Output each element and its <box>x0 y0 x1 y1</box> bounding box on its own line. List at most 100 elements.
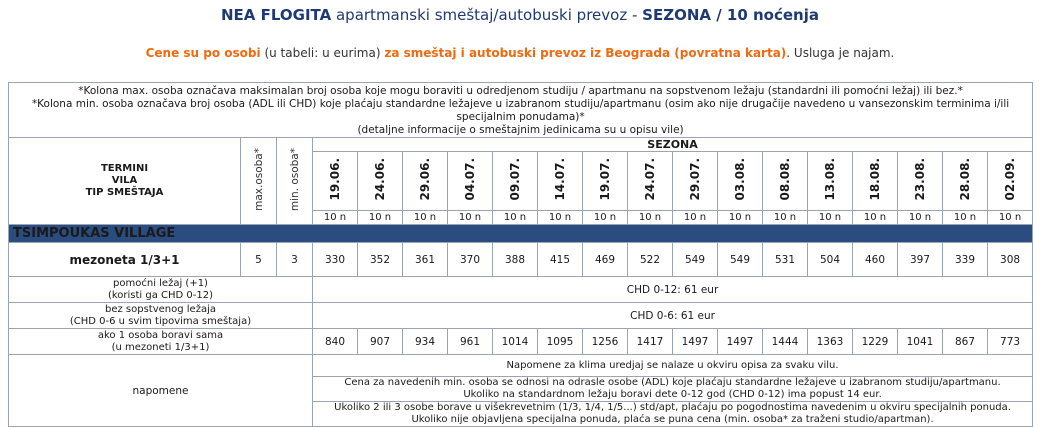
column-explanation-notes: *Kolona max. osoba označava maksimalan b… <box>7 82 1034 138</box>
date-cell: 04.07. <box>447 151 493 211</box>
single-price-cell: 1014 <box>492 328 538 355</box>
nights-cell: 10 n <box>672 210 718 225</box>
nights-cell: 10 n <box>852 210 898 225</box>
price-cell: 415 <box>537 242 583 277</box>
date-cell-label: 19.07. <box>598 158 612 201</box>
single-price-cell: 907 <box>357 328 403 355</box>
date-cell: 03.08. <box>717 151 763 211</box>
single-price-cell: 1417 <box>627 328 673 355</box>
price-cell: 308 <box>986 242 1034 277</box>
single-price-cell: 867 <box>942 328 988 355</box>
nights-cell: 10 n <box>942 210 988 225</box>
date-cell-label: 03.08. <box>733 158 747 201</box>
price-table: *Kolona max. osoba označava maksimalan b… <box>7 82 1034 427</box>
date-row: 19.06. 24.06. 29.06. 04.07. 09.07. 14.07. 19.0… <box>9 151 1034 211</box>
no-bed-row: bez sopstvenog ležaja (CHD 0-6 u svim ti… <box>8 302 1034 329</box>
single-price-cell: 1256 <box>582 328 628 355</box>
unit-min-persons: 3 <box>276 242 313 277</box>
unit-price-row: mezoneta 1/3+1 5 3 330 352 361 370 388 415 469… <box>8 242 1034 277</box>
nights-cell: 10 n <box>627 210 673 225</box>
price-subtitle: Cene su po osobi (u tabeli: u eurima) za… <box>145 46 895 60</box>
date-cell: 08.08. <box>762 151 808 211</box>
date-cell-label: 19.06. <box>328 158 342 201</box>
price-cell: 504 <box>807 242 853 277</box>
price-cell: 531 <box>762 242 808 277</box>
single-price-cell: 840 <box>312 328 358 355</box>
single-occupancy-row: ako 1 osoba boravi sama (u mezoneti 1/3+… <box>8 328 1034 355</box>
season-header: SEZONA <box>311 137 1034 152</box>
unit-name: mezoneta 1/3+1 <box>8 242 241 277</box>
nights-cell: 10 n <box>492 210 538 225</box>
price-cell: 522 <box>627 242 673 277</box>
date-cell-label: 29.07. <box>688 158 702 201</box>
nights-cell: 10 n <box>537 210 583 225</box>
date-cell-label: 28.08. <box>958 158 972 201</box>
date-cell-label: 02.09. <box>1003 158 1018 201</box>
date-cell-label: 29.06. <box>418 158 432 201</box>
price-cell: 397 <box>897 242 943 277</box>
date-cell: 29.06. <box>402 151 448 211</box>
date-cell-label: 14.07. <box>553 158 567 201</box>
price-cell: 361 <box>402 242 448 277</box>
single-price-cell: 1041 <box>897 328 943 355</box>
notes-row: napomene Napomene za klima uredjaj se na… <box>8 354 1034 427</box>
date-cell: 13.08. <box>807 151 853 211</box>
nights-cell: 10 n <box>357 210 403 225</box>
nights-cell: 10 n <box>762 210 808 225</box>
page-title: NEA FLOGITA apartmanski smeštaj/autobusk… <box>220 6 819 24</box>
date-cell-label: 18.08. <box>868 158 882 201</box>
date-cell: 02.09. <box>986 151 1034 211</box>
single-price-cell: 1444 <box>762 328 808 355</box>
single-occupancy-label: ako 1 osoba boravi sama (u mezoneti 1/3+… <box>8 328 313 355</box>
single-price-cell: 1363 <box>807 328 853 355</box>
date-cell: 19.07. <box>582 151 628 211</box>
single-price-cell: 934 <box>402 328 448 355</box>
single-price-cell: 1497 <box>717 328 763 355</box>
price-cell: 460 <box>852 242 898 277</box>
note-air-conditioning: Napomene za klima uredjaj se nalaze u ok… <box>311 354 1034 377</box>
single-price-cell: 961 <box>447 328 493 355</box>
date-cell-label: 24.07. <box>643 158 657 201</box>
date-cell: 24.07. <box>627 151 673 211</box>
single-price-cell: 773 <box>986 328 1034 355</box>
note-multi-bed: Ukoliko 2 ili 3 osobe borave u višekreve… <box>311 401 1034 427</box>
min-persons-header: min. osoba* <box>276 137 313 225</box>
price-cell: 330 <box>312 242 358 277</box>
termini-header: TERMINI VILA TIP SMEŠTAJA <box>8 137 241 225</box>
date-cell-label: 13.08. <box>823 158 837 201</box>
date-cell-label: 08.08. <box>778 158 792 201</box>
date-cell: 29.07. <box>672 151 718 211</box>
date-cell: 28.08. <box>942 151 988 211</box>
price-cell: 549 <box>672 242 718 277</box>
note-min-persons: Cena za navedenih min. osoba se odnosi n… <box>311 376 1034 402</box>
no-bed-price: CHD 0-6: 61 eur <box>311 302 1034 329</box>
single-price-cell: 1229 <box>852 328 898 355</box>
max-persons-header: max.osoba* <box>240 137 277 225</box>
date-cell: 19.06. <box>312 151 358 211</box>
extra-bed-price: CHD 0-12: 61 eur <box>311 276 1034 303</box>
price-cell: 469 <box>582 242 628 277</box>
price-cell: 352 <box>357 242 403 277</box>
price-cell: 370 <box>447 242 493 277</box>
single-price-cell: 1095 <box>537 328 583 355</box>
unit-max-persons: 5 <box>240 242 277 277</box>
date-cell-label: 23.08. <box>913 158 927 201</box>
date-cell: 24.06. <box>357 151 403 211</box>
date-cell-label: 09.07. <box>508 158 522 201</box>
nights-cell: 10 n <box>582 210 628 225</box>
notes-label: napomene <box>8 354 313 427</box>
nights-cell: 10 n <box>447 210 493 225</box>
date-cell: 09.07. <box>492 151 538 211</box>
date-cell-label: 04.07. <box>463 158 477 201</box>
nights-cell: 10 n <box>807 210 853 225</box>
price-cell: 388 <box>492 242 538 277</box>
single-price-cell: 1497 <box>672 328 718 355</box>
extra-bed-label: pomoćni ležaj (+1) (koristi ga CHD 0-12) <box>8 276 313 303</box>
no-bed-label: bez sopstvenog ležaja (CHD 0-6 u svim ti… <box>8 302 313 329</box>
nights-cell: 10 n <box>717 210 763 225</box>
village-section-row: TSIMPOUKAS VILLAGE <box>7 224 1034 243</box>
date-cell: 18.08. <box>852 151 898 211</box>
date-cell-label: 24.06. <box>373 158 387 201</box>
date-cell: 23.08. <box>897 151 943 211</box>
nights-cell: 10 n <box>402 210 448 225</box>
